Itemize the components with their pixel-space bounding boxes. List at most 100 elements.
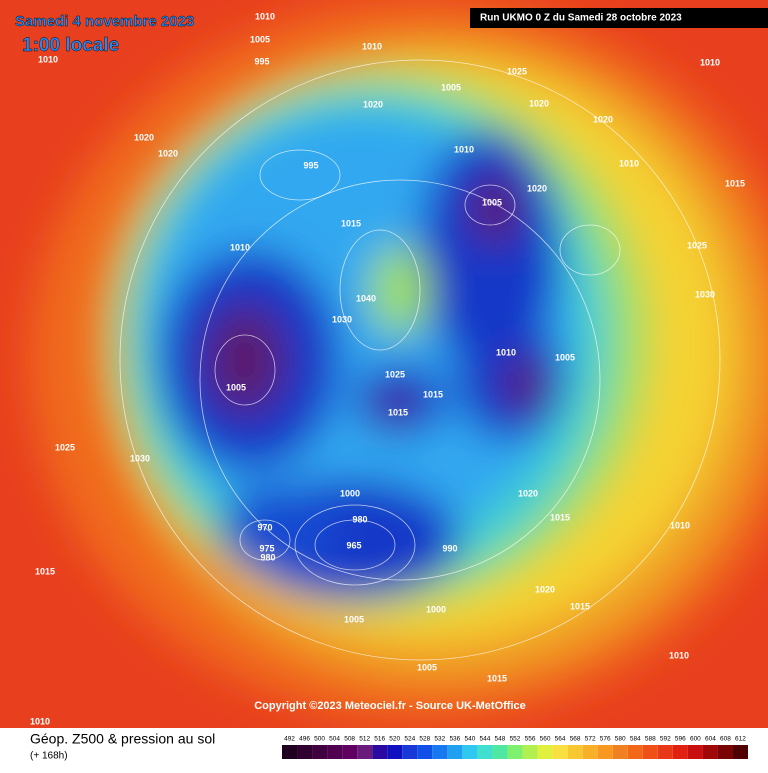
colorbar-label: 564	[555, 736, 566, 743]
isobar-label: 995	[254, 56, 269, 66]
colorbar-swatch	[357, 745, 373, 759]
colorbar-swatch	[447, 745, 463, 759]
colorbar-swatch	[297, 745, 313, 759]
colorbar-swatch	[522, 745, 538, 759]
isobar-label: 1020	[518, 488, 538, 498]
run-info: Run UKMO 0 Z du Samedi 28 octobre 2023	[480, 13, 682, 24]
isobar-label: 1015	[35, 566, 55, 576]
isobar-label: 1010	[619, 158, 639, 168]
isobar-label: 1020	[593, 114, 613, 124]
colorbar-label: 584	[630, 736, 641, 743]
colorbar-swatch	[702, 745, 718, 759]
isobar-label: 1030	[130, 453, 150, 463]
isobar-label: 1010	[496, 347, 516, 357]
colorbar-swatch	[462, 745, 478, 759]
isobar-label: 1015	[570, 601, 590, 611]
colorbar-swatch	[312, 745, 328, 759]
isobar-label: 1025	[507, 66, 527, 76]
colorbar-swatch	[417, 745, 433, 759]
colorbar-label: 556	[525, 736, 536, 743]
isobar-label: 1025	[55, 442, 75, 452]
isobar-label: 1010	[255, 11, 275, 21]
z500-field	[0, 0, 768, 728]
colorbar-swatch	[672, 745, 688, 759]
colorbar-label: 496	[299, 736, 310, 743]
run-box	[470, 8, 768, 28]
colorbar-swatch	[492, 745, 508, 759]
isobar-label: 1005	[482, 197, 502, 207]
isobar-label: 1010	[362, 41, 382, 51]
isobar-label: 1015	[423, 389, 443, 399]
colorbar-swatch	[597, 745, 613, 759]
isobar-label: 1020	[535, 584, 555, 594]
colorbar-label: 532	[434, 736, 445, 743]
colorbar-label: 544	[480, 736, 491, 743]
colorbar-swatch	[372, 745, 388, 759]
colorbar-label: 568	[570, 736, 581, 743]
colorbar-label: 512	[359, 736, 370, 743]
isobar-label: 1010	[700, 57, 720, 67]
colorbar-label: 572	[585, 736, 596, 743]
colorbar-swatch	[642, 745, 658, 759]
colorbar-label: 604	[705, 736, 716, 743]
isobar-label: 965	[346, 540, 361, 550]
colorbar-label: 536	[449, 736, 460, 743]
colorbar-label: 580	[615, 736, 626, 743]
isobar-label: 1000	[340, 488, 360, 498]
colorbar-swatch	[612, 745, 628, 759]
colorbar-label: 576	[600, 736, 611, 743]
colorbar-label: 548	[495, 736, 506, 743]
isobar-label: 1020	[527, 183, 547, 193]
colorbar-swatch	[657, 745, 673, 759]
isobar-label: 1005	[344, 614, 364, 624]
isobar-label: 980	[352, 514, 367, 524]
colorbar-label: 540	[464, 736, 475, 743]
isobar-label: 1005	[250, 34, 270, 44]
colorbar-swatch	[507, 745, 523, 759]
colorbar-swatch	[327, 745, 343, 759]
isobar-label: 1005	[555, 352, 575, 362]
isobar-label: 990	[442, 543, 457, 553]
isobar-label: 1015	[725, 178, 745, 188]
isobar-label: 1015	[388, 407, 408, 417]
isobar-label: 1040	[356, 293, 376, 303]
isobar-label: 970	[257, 522, 272, 532]
isobar-label: 1010	[230, 242, 250, 252]
isobar-label: 1025	[385, 369, 405, 379]
colorbar-swatch	[477, 745, 493, 759]
isobar-label: 1005	[441, 82, 461, 92]
isobar-label: 1020	[363, 99, 383, 109]
isobar-label: 1015	[341, 218, 361, 228]
footer-title: Géop. Z500 & pression au sol	[30, 731, 215, 747]
isobar-label: 995	[303, 160, 318, 170]
colorbar-swatch	[687, 745, 703, 759]
copyright: Copyright ©2023 Meteociel.fr - Source UK…	[254, 700, 526, 712]
colorbar-swatch	[342, 745, 358, 759]
colorbar-swatch	[402, 745, 418, 759]
isobar-label: 1020	[529, 98, 549, 108]
isobars	[119, 59, 721, 661]
date: Samedi 4 novembre 2023	[15, 13, 194, 30]
isobar-label: 1005	[417, 662, 437, 672]
local-time: 1:00 locale	[22, 35, 119, 56]
isobar-label: 1010	[670, 520, 690, 530]
colorbar-label: 516	[374, 736, 385, 743]
isobar-label: 1025	[687, 240, 707, 250]
colorbar-label: 524	[404, 736, 415, 743]
colorbar-label: 612	[735, 736, 746, 743]
colorbar-label: 592	[660, 736, 671, 743]
colorbar-swatch	[387, 745, 403, 759]
colorbar-label: 508	[344, 736, 355, 743]
colorbar-label: 560	[540, 736, 551, 743]
colorbar-swatch	[282, 745, 298, 759]
colorbar-swatch	[567, 745, 583, 759]
colorbar-label: 500	[314, 736, 325, 743]
colorbar-swatch	[732, 745, 748, 759]
isobar-label: 980	[260, 552, 275, 562]
colorbar-label: 596	[675, 736, 686, 743]
colorbar-swatch	[552, 745, 568, 759]
isobar-label: 1030	[695, 289, 715, 299]
isobar-labels: 1010 1005 995 1010 1025 1010 1010 1020 1005 1020 1…	[30, 11, 745, 726]
